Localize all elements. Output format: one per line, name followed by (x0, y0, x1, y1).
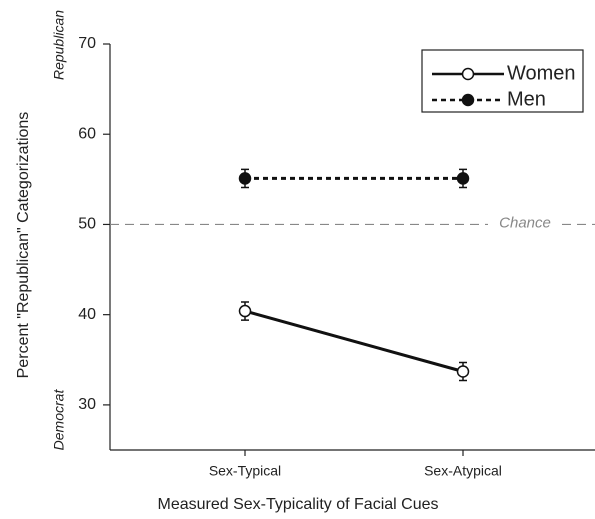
x-tick-label: Sex-Typical (209, 463, 281, 479)
y-tick-label: 60 (78, 125, 96, 142)
y-bottom-label: Democrat (51, 389, 67, 451)
marker (456, 365, 470, 378)
y-tick-label: 40 (78, 306, 96, 323)
x-axis-label: Measured Sex-Typicality of Facial Cues (158, 496, 439, 513)
legend-label: Men (507, 88, 546, 110)
legend-marker (461, 93, 475, 107)
marker (238, 172, 252, 185)
legend-box (421, 49, 584, 113)
marker (456, 172, 470, 185)
reference-label: Chance (499, 214, 551, 231)
y-tick-label: 50 (78, 216, 96, 233)
y-tick-label: 30 (78, 396, 96, 413)
x-tick-label: Sex-Atypical (424, 463, 502, 479)
y-tick-label: 70 (78, 35, 96, 52)
legend-label: Women (507, 62, 576, 84)
legend-marker (461, 67, 475, 81)
marker (238, 304, 252, 318)
y-axis-label: Percent "Republican" Categorizations (15, 112, 32, 379)
series-line (244, 309, 464, 373)
y-top-label: Republican (51, 10, 67, 80)
